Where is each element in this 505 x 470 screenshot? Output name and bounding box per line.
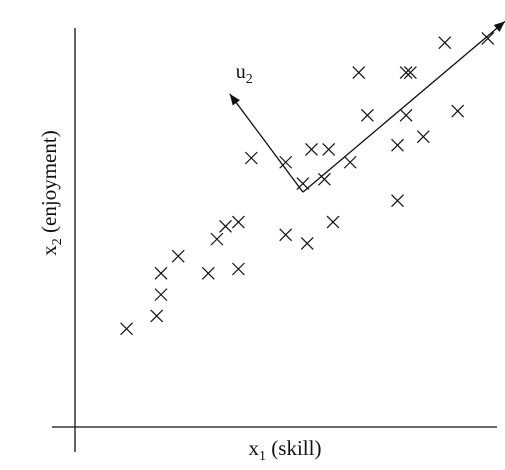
data-point-marker [391,194,404,208]
data-points [120,32,495,336]
data-point-marker [317,172,331,186]
data-point-marker [300,236,314,250]
data-point-marker [326,215,340,229]
data-point-marker [352,66,366,80]
vector-u2-line [229,93,304,193]
data-point-marker [322,143,336,156]
data-point-marker [343,155,357,169]
data-point-marker [154,266,168,280]
data-point-marker [451,104,465,118]
data-point-marker [360,108,374,122]
data-point-marker [210,232,224,246]
data-point-marker [391,138,404,152]
vector-u1-line [302,20,505,193]
data-point-marker [403,66,417,80]
data-point-marker [231,262,245,276]
data-point-marker [481,32,495,45]
x-axis-label: x1 (skill) [249,436,322,464]
data-point-marker [279,228,293,242]
data-point-marker [150,309,164,323]
data-point-marker [279,155,293,169]
principal-vectors: u1u2 [229,20,505,193]
y-axis-label: x2 (enjoyment) [37,130,65,255]
data-point-marker [416,130,430,144]
data-point-marker [244,151,258,165]
data-point-marker [438,36,452,50]
data-point-marker [305,143,318,156]
data-point-marker [171,249,185,263]
data-point-marker [231,215,245,229]
data-point-marker [219,219,232,233]
data-point-marker [399,108,413,122]
data-point-marker [399,66,413,80]
data-point-marker [120,322,134,336]
data-point-marker [154,288,168,302]
vector-u2-label: u2 [236,61,253,87]
vector-u2-arrowhead [229,93,240,106]
data-point-marker [201,266,215,280]
vector-u1-arrowhead [493,21,505,32]
